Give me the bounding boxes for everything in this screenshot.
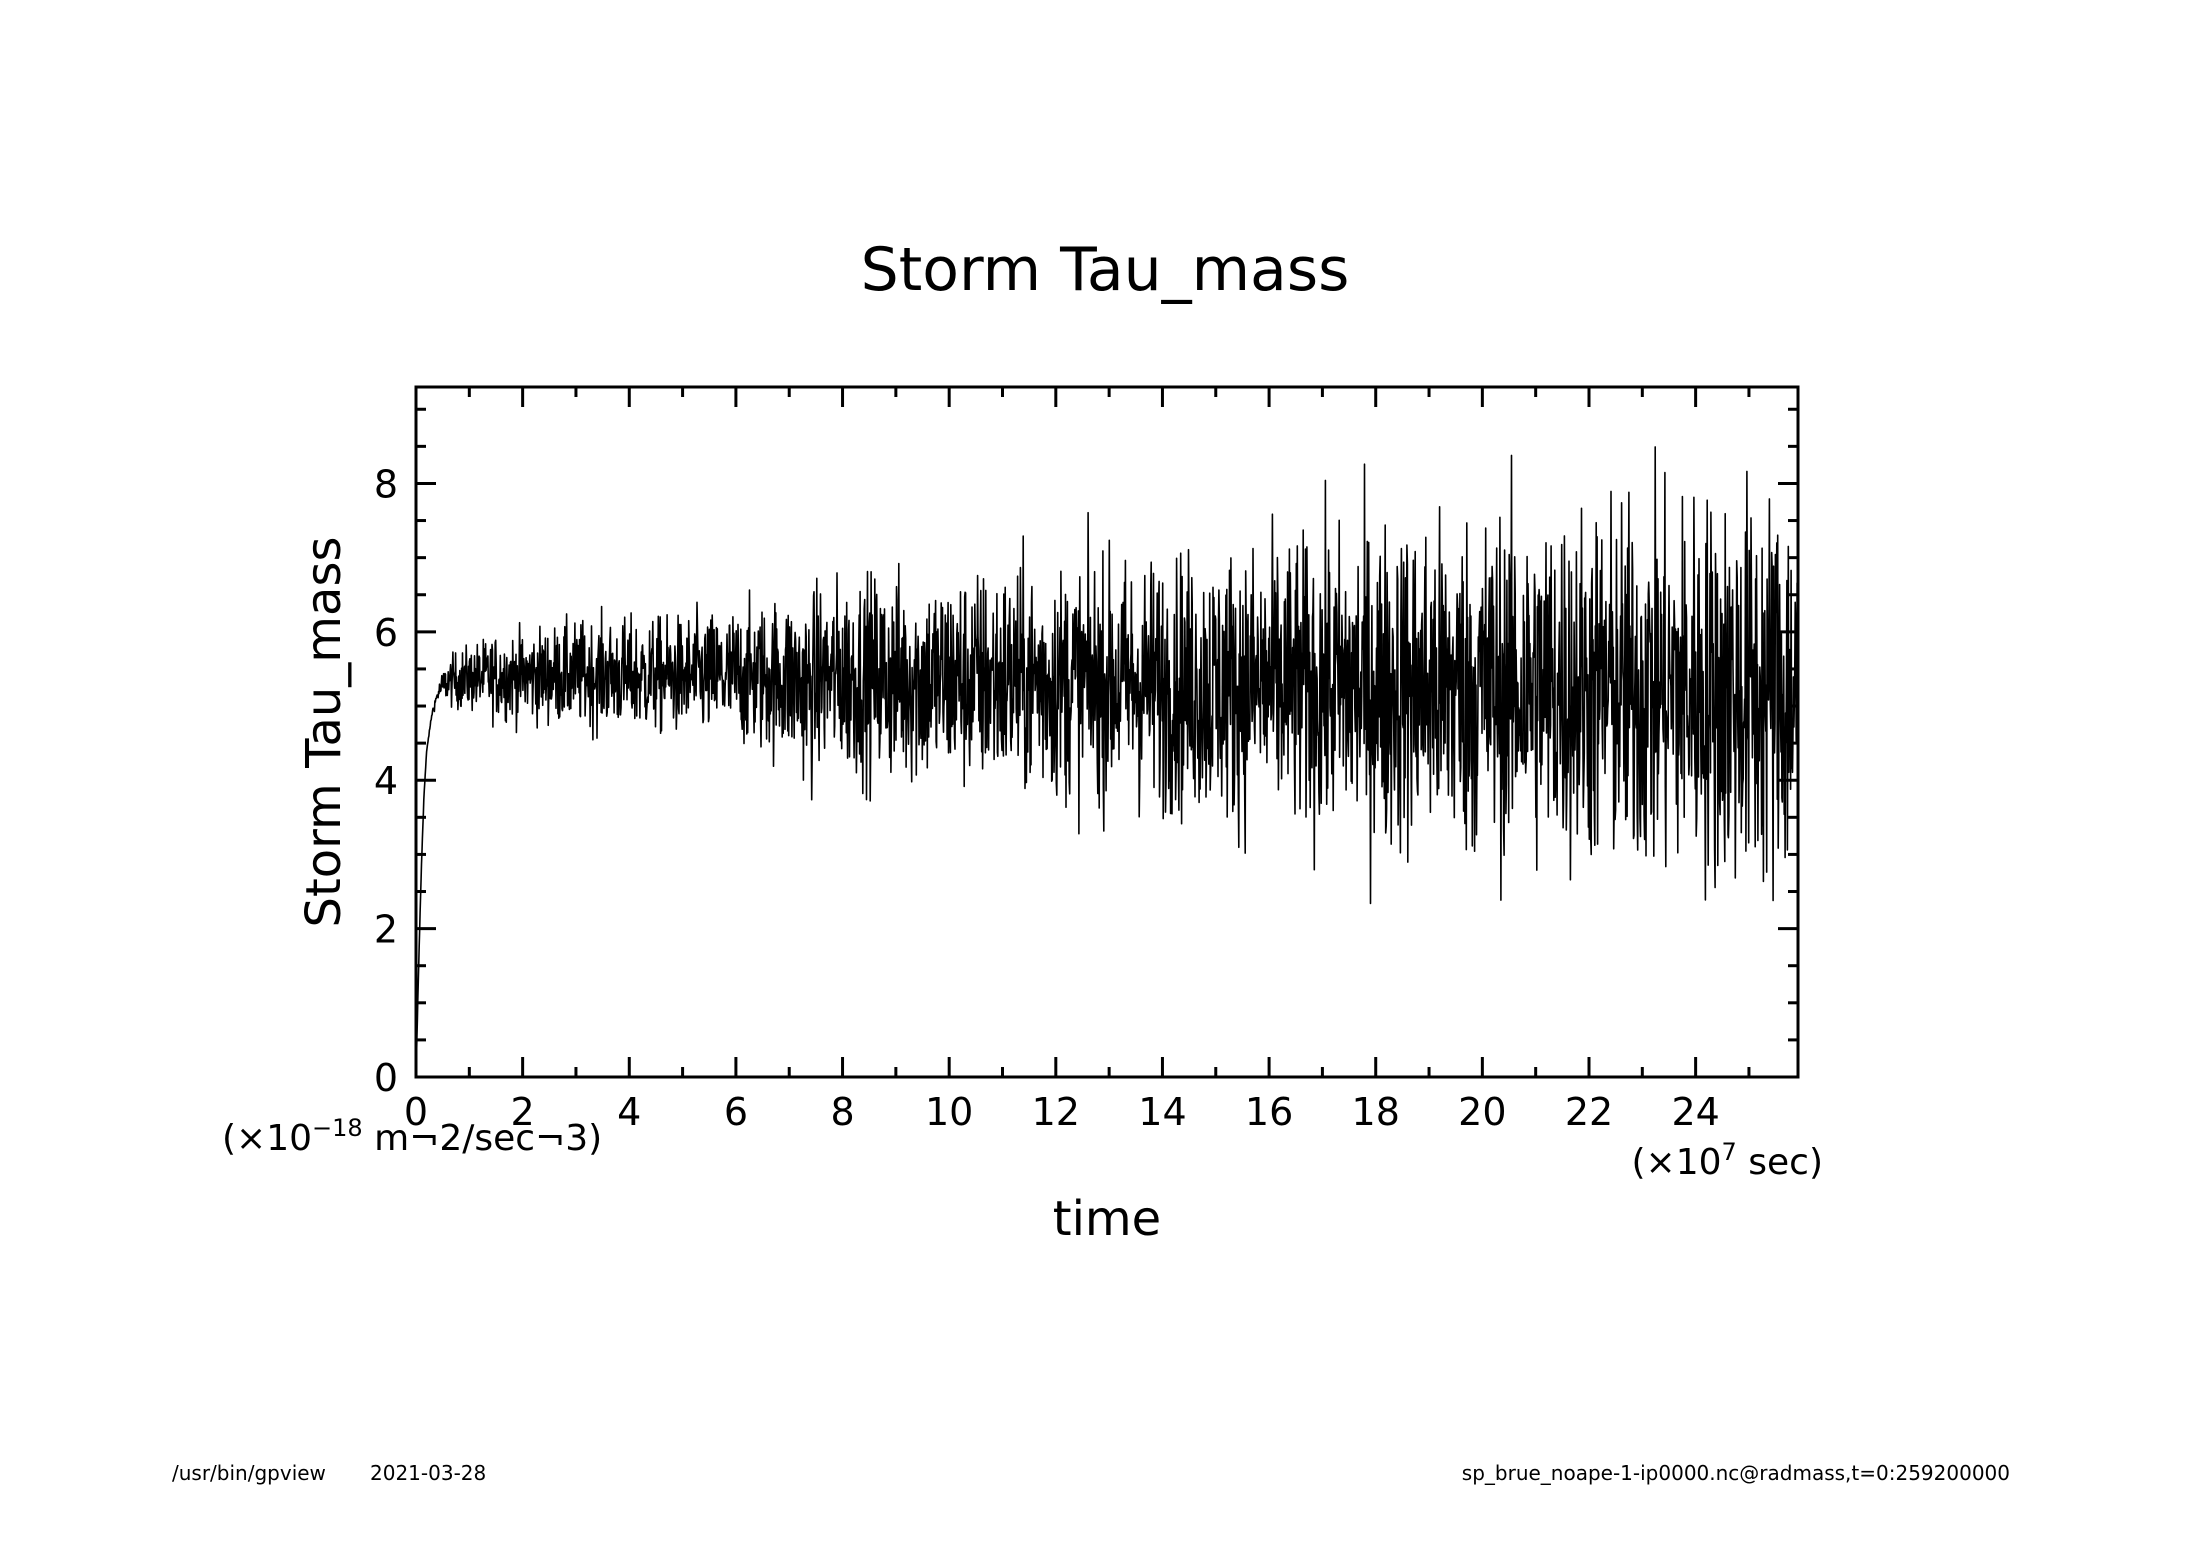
plot-series xyxy=(415,446,1799,1078)
x-tick-label: 18 xyxy=(1352,1090,1400,1134)
plot-frame xyxy=(414,385,1800,1079)
x-tick-label: 4 xyxy=(617,1090,641,1134)
x-unit-exponent: 7 xyxy=(1722,1138,1737,1166)
y-tick-label: 2 xyxy=(374,908,398,952)
x-tick-label: 6 xyxy=(724,1090,748,1134)
y-axis-label: Storm Tau_mass xyxy=(296,537,352,928)
y-tick-label: 6 xyxy=(374,611,398,655)
y-unit-prefix: (×10 xyxy=(222,1118,312,1159)
x-tick-label: 8 xyxy=(830,1090,854,1134)
y-unit-suffix: m¬2/sec¬3) xyxy=(363,1118,603,1159)
y-axis-ticks: 0 2 4 6 8 xyxy=(374,407,1798,1100)
footer-date: 2021-03-28 xyxy=(370,1461,487,1485)
footer-program: /usr/bin/gpview xyxy=(172,1461,326,1485)
x-unit-label: (×107 sec) xyxy=(1632,1138,1824,1183)
x-tick-label: 14 xyxy=(1138,1090,1186,1134)
y-tick-label: 4 xyxy=(374,759,398,803)
footer-source: sp_brue_noape-1-ip0000.nc@radmass,t=0:25… xyxy=(1461,1461,2010,1485)
y-unit-label: (×10−18 m¬2/sec¬3) xyxy=(222,1114,602,1159)
x-tick-label: 0 xyxy=(404,1090,428,1134)
x-unit-suffix: sec) xyxy=(1737,1142,1823,1183)
x-tick-label: 24 xyxy=(1671,1090,1719,1134)
y-unit-exponent: −18 xyxy=(312,1114,363,1142)
x-tick-label: 16 xyxy=(1245,1090,1293,1134)
x-unit-prefix: (×10 xyxy=(1632,1142,1722,1183)
x-axis-ticks: 0 2 4 6 8 10 12 14 16 18 20 22 24 xyxy=(404,387,1751,1134)
x-tick-label: 2 xyxy=(511,1090,535,1134)
y-tick-label: 8 xyxy=(374,462,398,506)
x-tick-label: 22 xyxy=(1565,1090,1613,1134)
x-tick-label: 12 xyxy=(1032,1090,1080,1134)
x-axis-label: time xyxy=(1053,1191,1161,1247)
y-tick-label: 0 xyxy=(374,1056,398,1100)
chart-title: Storm Tau_mass xyxy=(861,235,1350,305)
x-tick-label: 20 xyxy=(1458,1090,1506,1134)
series-line xyxy=(415,446,1799,1078)
x-tick-label: 10 xyxy=(925,1090,973,1134)
